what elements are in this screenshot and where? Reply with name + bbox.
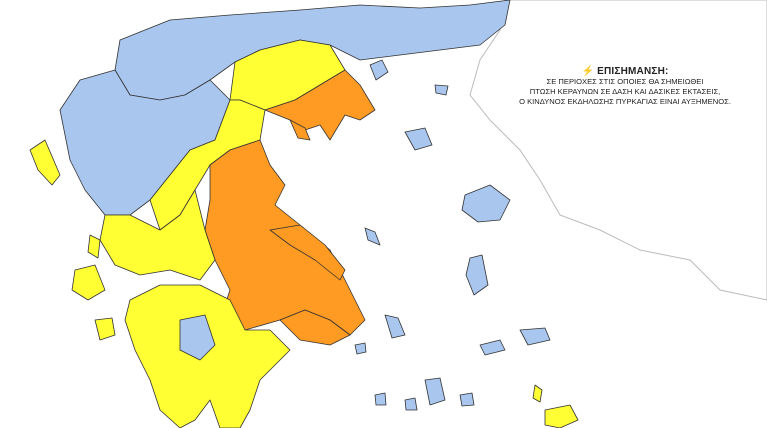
- region-evia: [269, 224, 346, 281]
- notice-line: ΣΕ ΠΕΡΙΟΧΕΣ ΣΤΙΣ ΟΠΟΙΕΣ ΘΑ ΣΗΜΕΙΩΘΕΙ: [546, 77, 704, 86]
- island-lefkada: [87, 234, 101, 259]
- island-kefalonia: [71, 264, 106, 301]
- notice-line: ΠΤΩΣΗ ΚΕΡΑΥΝΩΝ ΣΕ ΔΑΣΗ ΚΑΙ ΔΑΣΙΚΕΣ ΕΚΤΑΣ…: [529, 87, 721, 96]
- region-western-greece: [99, 189, 216, 281]
- island-small-1: [354, 342, 367, 355]
- neighbor-land: [469, 0, 767, 301]
- island-rhodes: [544, 404, 579, 428]
- island-lesvos: [461, 184, 511, 223]
- island-skiathos: [364, 227, 381, 246]
- island-small-3: [459, 392, 475, 407]
- region-peloponnese: [124, 284, 291, 428]
- region-attica: [279, 309, 351, 346]
- lightning-icon: ⚡: [581, 66, 595, 77]
- island-andros: [384, 314, 406, 339]
- notice-line: Ο ΚΙΝΔΥΝΟΣ ΕΚΔΗΛΩΣΗΣ ΠΥΡΚΑΓΙΑΣ ΕΙΝΑΙ ΑΥΞ…: [519, 97, 731, 106]
- region-chalkidiki-finger: [289, 119, 311, 141]
- island-small-2: [404, 397, 418, 411]
- island-karpathos: [532, 384, 543, 403]
- island-chios: [465, 254, 489, 296]
- island-thasos: [369, 59, 389, 81]
- island-samos: [479, 339, 506, 356]
- island-corfu: [29, 139, 61, 186]
- lightning-warning-notice: ⚡ ΕΠΙΣΗΜΑΝΣΗ: ΣΕ ΠΕΡΙΟΧΕΣ ΣΤΙΣ ΟΠΟΙΕΣ ΘΑ…: [480, 66, 767, 107]
- notice-title-row: ⚡ ΕΠΙΣΗΜΑΝΣΗ:: [480, 66, 767, 77]
- region-west-yellow: [149, 99, 266, 231]
- island-limnos: [404, 127, 433, 151]
- notice-title: ΕΠΙΣΗΜΑΝΣΗ:: [597, 66, 669, 77]
- island-naxos: [424, 377, 446, 406]
- island-zakynthos: [94, 317, 116, 341]
- region-arcadia: [179, 314, 216, 361]
- island-samothraki: [434, 84, 449, 96]
- island-small-4: [374, 392, 387, 406]
- island-kos: [519, 327, 551, 346]
